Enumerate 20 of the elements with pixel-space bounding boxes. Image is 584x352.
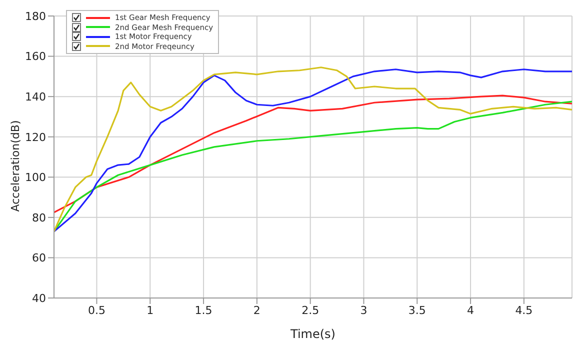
x-tick-label: 1 (146, 304, 154, 317)
x-tick-label: 0.5 (88, 304, 106, 317)
x-tick-label: 1.5 (194, 304, 212, 317)
line-series (54, 94, 572, 214)
y-tick-label: 160 (25, 50, 46, 64)
y-tick-label: 180 (25, 10, 46, 23)
y-tick-label: 80 (32, 211, 46, 224)
x-tick-label: 2.5 (302, 304, 320, 317)
y-tick-label: 120 (25, 130, 46, 144)
x-tick-label: 2 (253, 304, 260, 317)
y-tick-label: 100 (25, 171, 46, 184)
y-axis-title: Acceleration(dB) (9, 120, 22, 212)
y-tick-label: 40 (32, 292, 46, 305)
x-tick-label: 3.5 (408, 304, 426, 317)
y-tick-label: 140 (25, 90, 46, 104)
x-tick-label: 4.5 (515, 304, 533, 317)
x-axis-title: Time(s) (290, 327, 336, 341)
y-tick-label: 60 (32, 252, 46, 265)
x-tick-label: 4 (467, 304, 474, 317)
x-tick-label: 3 (360, 304, 368, 317)
